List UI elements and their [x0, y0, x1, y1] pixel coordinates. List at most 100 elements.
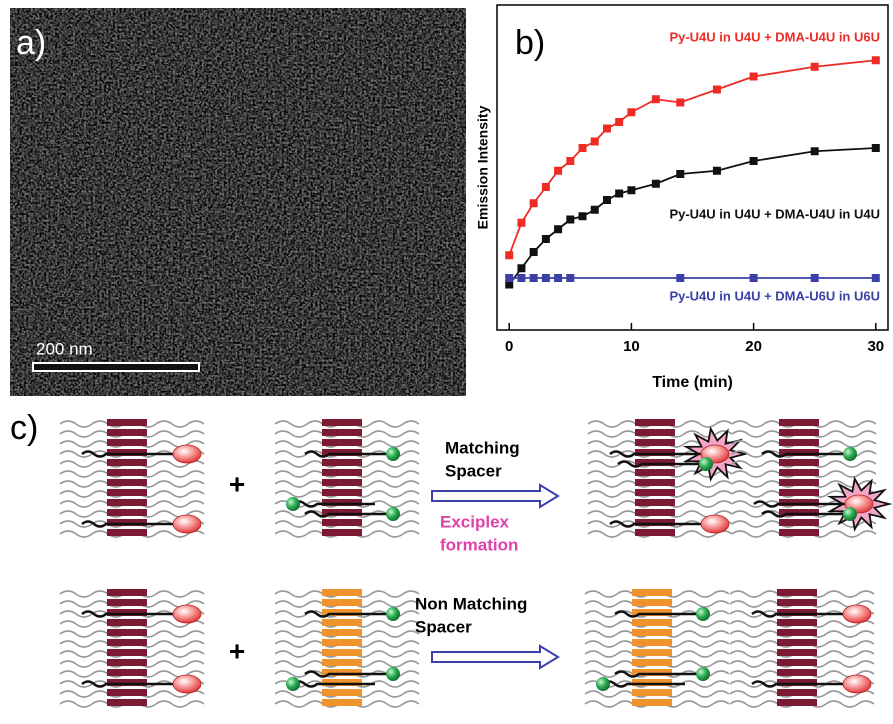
- dma: [286, 497, 300, 511]
- data-point: [872, 144, 880, 152]
- data-point: [517, 219, 525, 227]
- dma: [596, 677, 610, 691]
- data-point: [750, 73, 758, 81]
- spacer: [777, 659, 817, 666]
- spacer: [322, 639, 362, 646]
- scale-bar-label: 200 nm: [36, 339, 93, 358]
- label: formation: [440, 535, 518, 554]
- data-point: [676, 274, 684, 282]
- spacer: [635, 489, 675, 496]
- spacer: [107, 629, 147, 636]
- spacer: [777, 619, 817, 626]
- data-point: [750, 157, 758, 165]
- spacer: [632, 619, 672, 626]
- spacer: [322, 419, 362, 426]
- spacer: [322, 629, 362, 636]
- spacer: [107, 419, 147, 426]
- spacer: [777, 649, 817, 656]
- y-axis-label: Emission Intensity: [475, 105, 491, 229]
- spacer: [107, 619, 147, 626]
- x-tick-label: 0: [505, 338, 513, 355]
- spacer: [107, 589, 147, 596]
- pyrene: [843, 675, 871, 693]
- figure: a) 200 nm b)0102030Time (min)Emission In…: [0, 0, 893, 724]
- spacer: [322, 429, 362, 436]
- data-point: [811, 274, 819, 282]
- dma: [699, 457, 713, 471]
- spacer: [777, 639, 817, 646]
- spacer: [777, 589, 817, 596]
- data-point: [615, 118, 623, 126]
- spacer: [777, 699, 817, 706]
- label: Spacer: [445, 461, 502, 480]
- spacer: [632, 699, 672, 706]
- spacer: [107, 489, 147, 496]
- spacer: [107, 499, 147, 506]
- arrow: [432, 646, 558, 668]
- spacer: [322, 519, 362, 526]
- spacer: [322, 689, 362, 696]
- data-point: [566, 216, 574, 224]
- plus: +: [229, 468, 245, 499]
- data-point: [554, 167, 562, 175]
- pyrene: [173, 675, 201, 693]
- series-label: Py-U4U in U4U + DMA-U4U in U6U: [669, 29, 880, 44]
- label: Matching: [445, 438, 520, 457]
- spacer: [632, 599, 672, 606]
- x-tick-label: 30: [867, 338, 884, 355]
- spacer: [779, 429, 819, 436]
- dma: [386, 667, 400, 681]
- x-tick-label: 20: [745, 338, 762, 355]
- data-point: [603, 125, 611, 133]
- label: Non Matching: [415, 594, 527, 613]
- series-label: Py-U4U in U4U + DMA-U4U in U4U: [669, 206, 880, 221]
- data-point: [579, 144, 587, 152]
- spacer: [632, 659, 672, 666]
- data-point: [517, 264, 525, 272]
- spacer: [322, 479, 362, 486]
- data-point: [566, 157, 574, 165]
- spacer: [322, 619, 362, 626]
- data-point: [542, 274, 550, 282]
- data-point: [579, 212, 587, 220]
- spacer: [322, 589, 362, 596]
- data-point: [591, 206, 599, 214]
- spacer: [777, 629, 817, 636]
- spacer: [322, 529, 362, 536]
- pyrene: [173, 605, 201, 623]
- spacer: [632, 639, 672, 646]
- dma: [286, 677, 300, 691]
- spacer: [635, 419, 675, 426]
- data-point: [627, 186, 635, 194]
- data-point: [713, 167, 721, 175]
- panel-label: c): [10, 409, 38, 447]
- dma: [386, 607, 400, 621]
- x-axis-label: Time (min): [652, 374, 733, 391]
- plus: +: [229, 635, 245, 666]
- data-point: [542, 235, 550, 243]
- spacer: [779, 529, 819, 536]
- data-point: [591, 138, 599, 146]
- spacer: [107, 639, 147, 646]
- spacer: [779, 439, 819, 446]
- series-label: Py-U4U in U4U + DMA-U6U in U6U: [669, 288, 880, 303]
- spacer: [777, 669, 817, 676]
- chart: b)0102030Time (min)Emission IntensityPy-…: [475, 5, 888, 391]
- data-point: [566, 274, 574, 282]
- pyrene: [173, 445, 201, 463]
- label: Spacer: [415, 617, 472, 636]
- spacer: [635, 429, 675, 436]
- spacer: [635, 479, 675, 486]
- data-point: [530, 199, 538, 207]
- series-line: [509, 60, 876, 255]
- spacer: [635, 529, 675, 536]
- data-point: [750, 274, 758, 282]
- arrow: [432, 485, 558, 507]
- data-point: [517, 274, 525, 282]
- spacer: [632, 689, 672, 696]
- data-point: [542, 183, 550, 191]
- dma: [386, 507, 400, 521]
- dma: [696, 607, 710, 621]
- spacer: [779, 479, 819, 486]
- data-point: [627, 108, 635, 116]
